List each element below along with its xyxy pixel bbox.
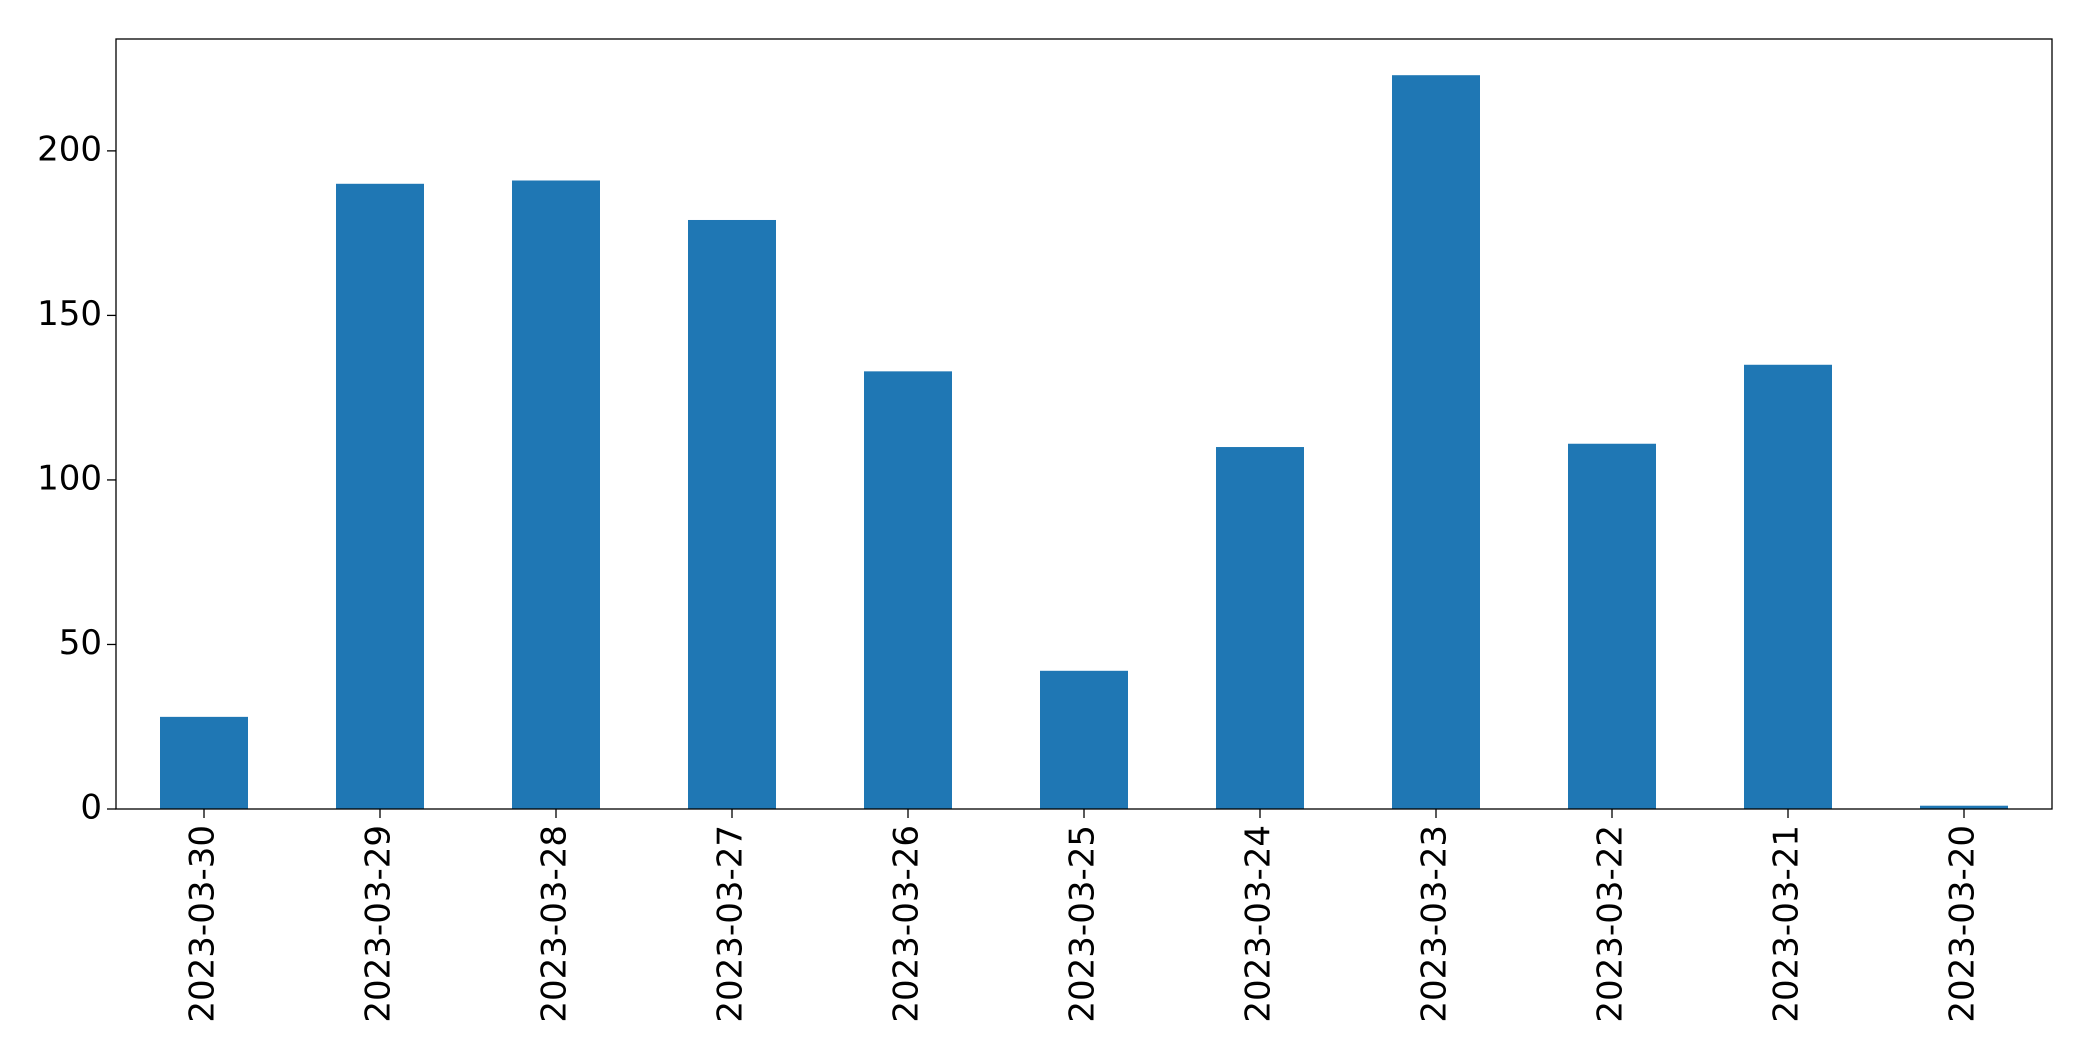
y-tick-label: 100	[37, 458, 102, 498]
x-tick-label: 2023-03-25	[1063, 825, 1103, 1023]
y-tick-label: 50	[59, 623, 102, 663]
x-tick-label: 2023-03-30	[183, 825, 223, 1023]
x-tick-label: 2023-03-24	[1239, 825, 1279, 1023]
y-tick-label: 0	[80, 788, 102, 828]
x-tick-label: 2023-03-21	[1767, 825, 1807, 1023]
bar	[688, 219, 776, 809]
bar	[1568, 443, 1656, 809]
x-tick-label: 2023-03-27	[711, 825, 751, 1023]
bar	[512, 180, 600, 809]
bar	[1216, 447, 1304, 809]
x-tick-label: 2023-03-26	[887, 825, 927, 1023]
plot-frame	[115, 38, 2053, 810]
y-tick-label: 200	[37, 129, 102, 169]
x-tick-label: 2023-03-29	[359, 825, 399, 1023]
x-tick-label: 2023-03-23	[1415, 825, 1455, 1023]
y-tick-label: 150	[37, 294, 102, 334]
bar	[864, 371, 952, 809]
bar	[160, 716, 248, 809]
x-tick-label: 2023-03-28	[535, 825, 575, 1023]
bar	[1744, 364, 1832, 809]
bar	[1392, 75, 1480, 809]
x-tick-label: 2023-03-20	[1943, 825, 1983, 1023]
bar	[336, 183, 424, 810]
x-tick-label: 2023-03-22	[1591, 825, 1631, 1023]
bar	[1920, 805, 2008, 809]
bar	[1040, 670, 1128, 809]
